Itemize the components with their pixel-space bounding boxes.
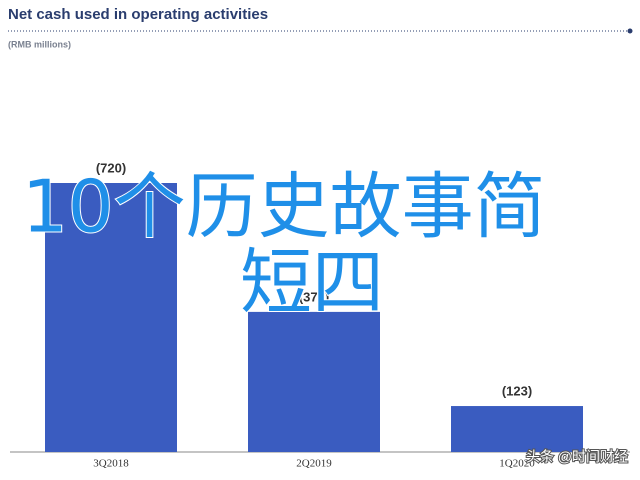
x-tick-label: 3Q2018	[93, 458, 129, 470]
value-label: (720)	[96, 160, 126, 175]
bar	[248, 311, 380, 452]
bar	[451, 406, 583, 452]
overlay-text: 10个历史故事简	[22, 165, 546, 249]
value-label: (123)	[502, 383, 532, 398]
value-label: (375)	[299, 289, 329, 304]
overlay-text: 短四	[240, 241, 384, 325]
chart-subtitle: (RMB millions)	[8, 39, 71, 49]
x-tick-label: 2Q2019	[296, 458, 332, 470]
x-tick-label: 1Q2020	[499, 458, 535, 470]
rule-dot	[627, 28, 633, 34]
bar	[45, 183, 177, 452]
chart-title: Net cash used in operating activities	[8, 6, 268, 23]
watermark: 头条 @时间财经	[526, 449, 628, 465]
